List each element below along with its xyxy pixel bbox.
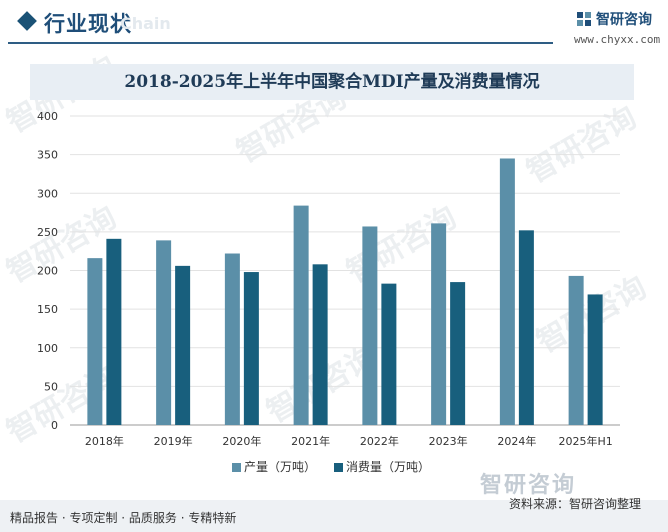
bar xyxy=(499,158,515,426)
legend-swatch-consumption xyxy=(334,463,343,472)
x-tick-label: 2025年H1 xyxy=(558,434,612,448)
bar xyxy=(243,272,259,425)
chart-title-band xyxy=(30,64,634,100)
y-tick-label: 400 xyxy=(37,110,58,123)
y-tick-label: 300 xyxy=(37,187,58,200)
bar-chart: 0 50 100 150 200 250 300 350 400 2018年 2019年 2020年 2… xyxy=(37,110,620,448)
bar xyxy=(450,282,466,425)
brand-name: 智研咨询 xyxy=(596,12,652,28)
y-tick-label: 100 xyxy=(37,342,58,355)
section-ghost-text: Chain xyxy=(120,14,171,33)
bar xyxy=(518,230,534,425)
y-tick-label: 50 xyxy=(44,380,58,393)
diamond-icon xyxy=(17,11,37,31)
y-tick-label: 250 xyxy=(37,226,58,239)
footer-tagline: 精品报告 · 专项定制 · 品质服务 · 专精特新 xyxy=(10,511,237,525)
bar xyxy=(87,258,103,425)
bar xyxy=(312,264,328,425)
bar xyxy=(362,226,378,425)
bar xyxy=(156,240,172,425)
bar xyxy=(106,238,122,425)
source-note: 资料来源：智研咨询整理 xyxy=(509,497,642,511)
footer-brand-mark: 智研咨询 xyxy=(480,473,577,498)
legend-swatch-production xyxy=(232,463,241,472)
bar xyxy=(431,223,447,425)
x-tick-label: 2023年 xyxy=(429,434,468,448)
y-tick-label: 200 xyxy=(37,265,58,278)
y-tick-label: 0 xyxy=(51,419,58,432)
x-tick-label: 2021年 xyxy=(291,434,330,448)
legend-label-consumption: 消费量（万吨） xyxy=(346,460,431,474)
y-tick-label: 150 xyxy=(37,303,58,316)
brand-logo-icon xyxy=(577,12,591,26)
section-title: 行业现状 xyxy=(44,12,132,36)
chart-legend: 产量（万吨） 消费量（万吨） xyxy=(0,458,668,478)
bar xyxy=(587,294,603,425)
x-tick-label: 2019年 xyxy=(154,434,193,448)
x-tick-label: 2024年 xyxy=(497,434,536,448)
chart-title: 2018-2025年上半年中国聚合MDI产量及消费量情况 xyxy=(124,72,540,92)
x-tick-label: 2018年 xyxy=(85,434,124,448)
legend-label-production: 产量（万吨） xyxy=(244,460,317,474)
header-rule xyxy=(8,42,553,44)
bar xyxy=(175,265,191,425)
legend-item-production: 产量（万吨） xyxy=(232,458,316,475)
bar xyxy=(568,275,584,425)
y-tick-label: 350 xyxy=(37,149,58,162)
legend-item-consumption: 消费量（万吨） xyxy=(334,458,430,475)
section-header: 行业现状 Chain xyxy=(0,0,668,46)
footer-band xyxy=(0,500,668,532)
bar xyxy=(224,253,240,425)
x-tick-label: 2022年 xyxy=(360,434,399,448)
brand-url: www.chyxx.com xyxy=(574,33,661,46)
x-tick-label: 2020年 xyxy=(222,434,261,448)
bar xyxy=(381,283,397,425)
bar xyxy=(293,205,309,425)
